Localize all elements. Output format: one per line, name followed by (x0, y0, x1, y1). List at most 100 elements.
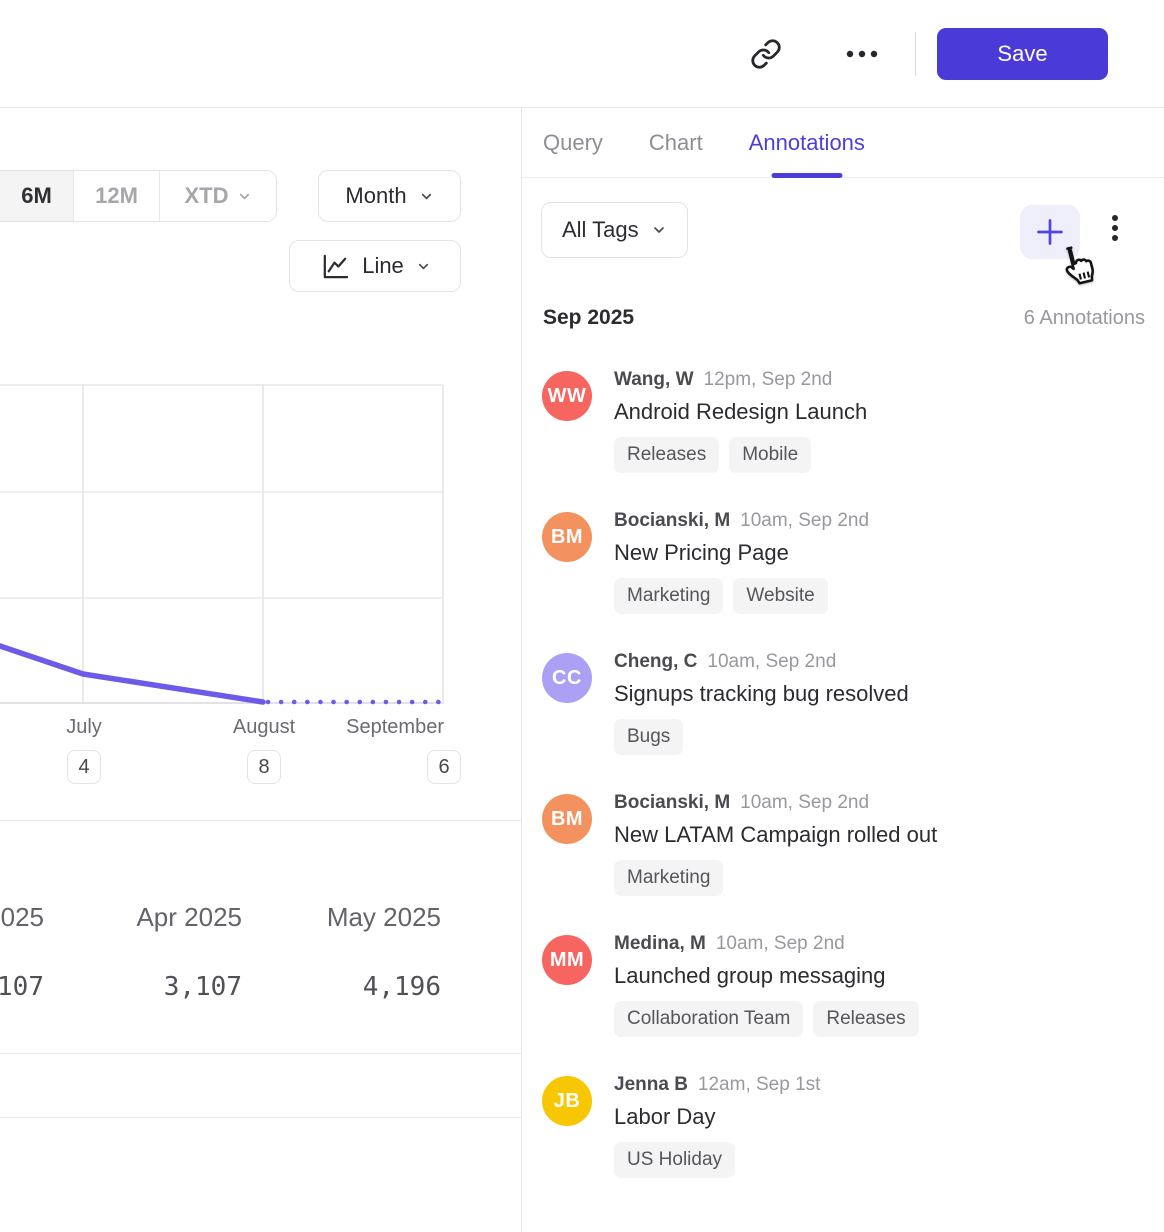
table-header-col3: May 2025 (326, 902, 441, 932)
tag-chip: Marketing (614, 860, 724, 896)
tag-chip: Mobile (729, 437, 812, 473)
x-axis-label-september: September (346, 716, 444, 738)
active-tab-underline (771, 172, 843, 178)
annotation-item[interactable]: WW Wang, W 12pm, Sep 2nd Android Redesig… (542, 368, 1164, 473)
annotation-item[interactable]: BM Bocianski, M 10am, Sep 2nd New Pricin… (542, 509, 1164, 614)
ellipsis-vertical-icon (1110, 212, 1120, 252)
annotations-panel: Query Chart Annotations All Tags (522, 108, 1164, 1232)
annotation-item[interactable]: JB Jenna B 12am, Sep 1st Labor Day US Ho… (542, 1073, 1164, 1178)
chevron-down-icon (651, 222, 667, 238)
panel-tabs: Query Chart Annotations (522, 108, 1164, 178)
annotation-author: Bocianski, M (614, 792, 731, 813)
annotation-timestamp: 12am, Sep 1st (697, 1074, 821, 1095)
tag-chip: Marketing (614, 578, 724, 614)
tag-filter-label: All Tags (562, 217, 639, 242)
chart-type-dropdown[interactable]: Line (289, 240, 461, 292)
chevron-down-icon (237, 189, 252, 204)
annotation-title: Android Redesign Launch (614, 399, 868, 424)
tag-chip: Collaboration Team (614, 1001, 804, 1037)
annotation-item[interactable]: BM Bocianski, M 10am, Sep 2nd New LATAM … (542, 791, 1164, 896)
table-value-col1: 107 (0, 972, 44, 1002)
table-value-col2: 3,107 (163, 972, 242, 1002)
table-header-col2: Apr 2025 (136, 902, 242, 932)
annotation-tags: Releases Mobile (614, 437, 867, 473)
annotation-title: Labor Day (614, 1104, 716, 1129)
annotation-timestamp: 10am, Sep 2nd (715, 933, 845, 954)
granularity-label: Month (345, 183, 407, 208)
annotation-author: Jenna B (614, 1074, 688, 1095)
annotation-item[interactable]: CC Cheng, C 10am, Sep 2nd Signups tracki… (542, 650, 1164, 755)
annotation-title: Launched group messaging (614, 963, 886, 988)
tag-chip: Bugs (614, 719, 684, 755)
annotation-author: Medina, M (614, 933, 706, 954)
avatar: CC (542, 653, 592, 703)
ellipsis-horizontal-icon (842, 48, 882, 60)
tab-annotations-label: Annotations (748, 129, 865, 155)
chart-type-label: Line (362, 253, 404, 278)
annotation-title: Signups tracking bug resolved (614, 681, 909, 706)
tab-chart[interactable]: Chart (649, 108, 703, 178)
annotation-tags: Bugs (614, 719, 909, 755)
avatar: JB (542, 1076, 592, 1126)
avatar: BM (542, 512, 592, 562)
annotations-list: WW Wang, W 12pm, Sep 2nd Android Redesig… (542, 368, 1164, 1178)
avatar: BM (542, 794, 592, 844)
tag-chip: Releases (813, 1001, 919, 1037)
date-range-segmented-control: 6M 12M XTD (0, 170, 277, 222)
header-divider (915, 32, 916, 76)
more-actions-button[interactable] (840, 34, 884, 74)
tag-filter-dropdown[interactable]: All Tags (541, 202, 688, 258)
annotation-timestamp: 12pm, Sep 2nd (703, 369, 833, 390)
annotations-section-header: Sep 2025 6 Annotations (543, 306, 1145, 330)
annotation-author: Cheng, C (614, 651, 698, 672)
annotation-tags: US Holiday (614, 1142, 820, 1178)
annotations-overflow-button[interactable] (1102, 212, 1128, 252)
tag-chip: Website (733, 578, 828, 614)
chevron-down-icon (419, 189, 434, 204)
tag-chip: Releases (614, 437, 720, 473)
annotation-timestamp: 10am, Sep 2nd (740, 792, 870, 813)
annotation-count-badge-july[interactable]: 4 (67, 750, 101, 784)
annotation-timestamp: 10am, Sep 2nd (740, 510, 870, 531)
annotation-tags: Collaboration Team Releases (614, 1001, 919, 1037)
link-icon (750, 38, 782, 70)
tab-query[interactable]: Query (543, 108, 603, 178)
annotation-author: Bocianski, M (614, 510, 731, 531)
table-header-col1: 2025 (0, 902, 44, 932)
avatar: WW (542, 371, 592, 421)
avatar: MM (542, 935, 592, 985)
save-button[interactable]: Save (937, 28, 1108, 80)
tab-annotations[interactable]: Annotations (749, 108, 865, 178)
annotation-timestamp: 10am, Sep 2nd (707, 651, 837, 672)
line-chart-icon (319, 251, 350, 282)
add-annotation-button[interactable] (1020, 205, 1080, 259)
annotation-author: Wang, W (614, 369, 694, 390)
annotation-title: New Pricing Page (614, 540, 789, 565)
range-12m-button[interactable]: 12M (74, 171, 160, 221)
plus-icon (1035, 217, 1065, 247)
annotation-tags: Marketing Website (614, 578, 869, 614)
chart-preview-panel: 6M 12M XTD Month Line (0, 108, 521, 1232)
granularity-dropdown[interactable]: Month (318, 170, 461, 222)
top-header: Save (0, 0, 1164, 108)
x-axis-label-august: August (232, 716, 296, 738)
table-border (0, 1117, 521, 1118)
x-axis-label-july: July (66, 716, 102, 738)
annotation-count-badge-september[interactable]: 6 (427, 750, 461, 784)
section-count-label: 6 Annotations (1023, 307, 1145, 329)
range-xtd-label: XTD (184, 183, 229, 208)
copy-link-button[interactable] (746, 34, 786, 74)
annotation-item[interactable]: MM Medina, M 10am, Sep 2nd Launched grou… (542, 932, 1164, 1037)
annotation-title: New LATAM Campaign rolled out (614, 822, 938, 847)
range-xtd-button[interactable]: XTD (160, 171, 276, 221)
tag-chip: US Holiday (614, 1142, 736, 1178)
table-border (0, 1053, 521, 1054)
table-value-col3: 4,196 (362, 972, 441, 1002)
panel-divider (521, 108, 522, 1232)
range-6m-button[interactable]: 6M (0, 171, 74, 221)
table-border (0, 820, 521, 821)
annotation-count-badge-august[interactable]: 8 (247, 750, 281, 784)
section-month-label: Sep 2025 (543, 306, 635, 329)
chevron-down-icon (416, 259, 431, 274)
